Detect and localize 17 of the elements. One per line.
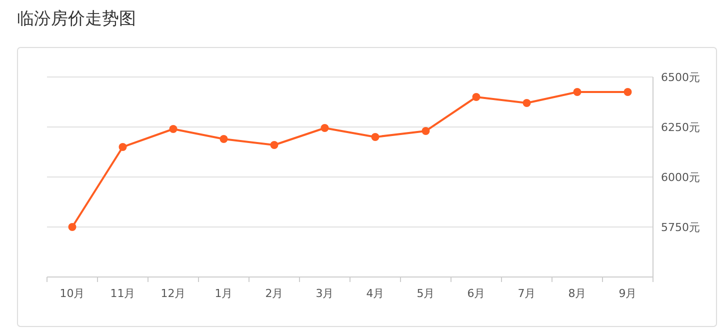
xtick: 5月	[416, 287, 435, 300]
ytick: 6000元	[661, 171, 700, 184]
xtick: 10月	[60, 287, 85, 300]
ytick: 6250元	[661, 121, 700, 134]
xtick: 9月	[618, 287, 637, 300]
xtick: 2月	[265, 287, 284, 300]
xtick: 8月	[568, 287, 586, 300]
title: 临汾房价走势图	[17, 9, 136, 29]
xtick: 1月	[214, 287, 233, 300]
xtick: 12月	[160, 287, 186, 300]
xtick: 3月	[316, 287, 334, 300]
xtick: 6月	[467, 287, 486, 300]
ytick: 6500元	[661, 71, 700, 84]
xtick: 4月	[366, 287, 384, 300]
xtick: 11月	[110, 287, 136, 300]
xtick: 7月	[518, 287, 536, 300]
ytick: 5750元	[661, 221, 700, 234]
